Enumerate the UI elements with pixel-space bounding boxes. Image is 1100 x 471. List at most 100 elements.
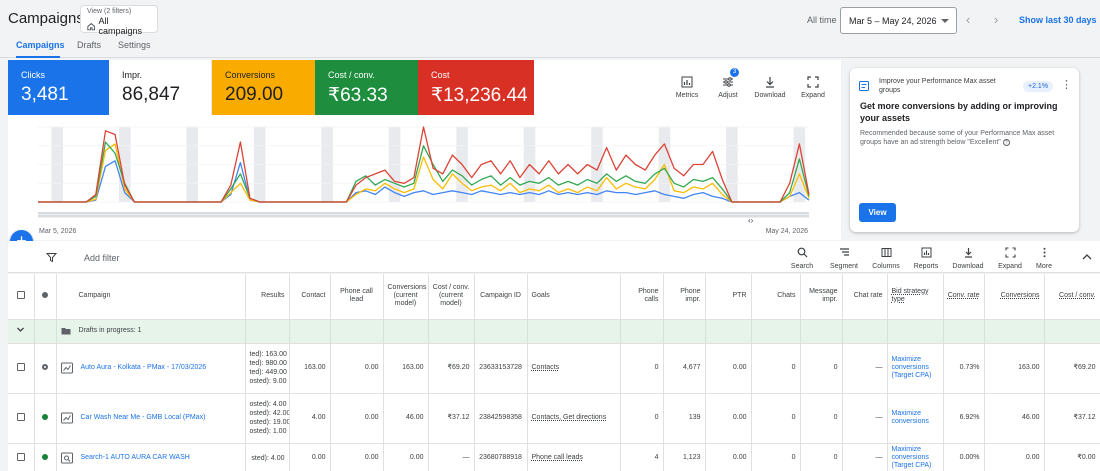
- campaign-link[interactable]: Auto Aura - Kolkata - PMax - 17/03/2026: [80, 364, 207, 371]
- header-goals[interactable]: Goals: [527, 274, 621, 320]
- header-bid-strategy[interactable]: Bid strategy type: [887, 274, 944, 320]
- folder-icon: [61, 328, 70, 335]
- header-ptr[interactable]: PTR: [705, 274, 752, 320]
- cost-conv-current-cell: —: [428, 443, 475, 471]
- home-icon: [87, 22, 96, 30]
- kpi-clicks[interactable]: Clicks 3,481: [8, 60, 109, 115]
- kpi-impressions[interactable]: Impr. 86,847: [109, 60, 212, 115]
- checkbox-icon[interactable]: [16, 412, 25, 421]
- bid-strategy-cell: Maximize conversions (Target CPA): [887, 343, 944, 394]
- result-line: ted): 449.00: [249, 369, 287, 376]
- table-expand-label: Expand: [998, 263, 1022, 270]
- search-button[interactable]: Search: [780, 247, 824, 270]
- add-filter-button[interactable]: Add filter: [84, 253, 120, 263]
- header-campaign-id[interactable]: Campaign ID: [474, 274, 528, 320]
- reports-button[interactable]: Reports: [904, 247, 948, 270]
- header-contact[interactable]: Contact: [289, 274, 331, 320]
- row-status-cell[interactable]: [34, 343, 57, 394]
- chevron-down-icon[interactable]: [16, 325, 25, 334]
- table-download-button[interactable]: Download: [946, 247, 990, 270]
- bid-strategy-link[interactable]: Maximize conversions (Target CPA): [891, 446, 932, 469]
- date-range-value: Mar 5 – May 24, 2026: [849, 16, 937, 26]
- header-cost-conv[interactable]: Cost / conv.: [1044, 274, 1100, 320]
- expand-cell[interactable]: [8, 319, 35, 344]
- header-phone-calls[interactable]: Phone calls: [620, 274, 664, 320]
- chart-expand-button[interactable]: Expand: [793, 76, 833, 99]
- segment-button[interactable]: Segment: [822, 247, 866, 270]
- header-results[interactable]: Results: [245, 274, 290, 320]
- campaign-link[interactable]: Search-1 AUTO AURA CAR WASH: [80, 454, 190, 461]
- expand-icon: [807, 76, 819, 88]
- chats-cell: 0: [751, 343, 801, 394]
- message-impr-cell: 0: [800, 393, 843, 444]
- more-button[interactable]: More: [1022, 247, 1066, 270]
- chevron-right-icon[interactable]: ›: [994, 12, 999, 27]
- table-expand-button[interactable]: Expand: [988, 247, 1032, 270]
- checkbox-icon[interactable]: [16, 362, 25, 371]
- result-line: osted): 19.00: [249, 419, 289, 426]
- checkbox-icon[interactable]: [16, 290, 25, 299]
- more-vert-icon[interactable]: ⋮: [1061, 79, 1072, 91]
- header-chat-rate[interactable]: Chat rate: [842, 274, 888, 320]
- tab-settings[interactable]: Settings: [118, 40, 151, 50]
- header-phone-call-lead[interactable]: Phone call lead: [330, 274, 384, 320]
- table-row[interactable]: Car Wash Near Me - GMB Local (PMax) oste…: [8, 393, 1100, 444]
- header-conv-rate[interactable]: Conv. rate: [943, 274, 985, 320]
- goals-link[interactable]: Contacts, Get directions: [531, 414, 607, 421]
- table-row[interactable]: Auto Aura - Kolkata - PMax - 17/03/2026 …: [8, 343, 1100, 394]
- chart-download-button[interactable]: Download: [750, 76, 790, 99]
- goals-link[interactable]: Contacts: [531, 364, 560, 371]
- chart-range-handle-icon[interactable]: ‹›: [748, 216, 754, 225]
- bid-strategy-link[interactable]: Maximize conversions (Target CPA): [891, 356, 932, 379]
- help-icon[interactable]: ?: [1002, 139, 1010, 146]
- checkbox-icon[interactable]: [16, 452, 25, 461]
- header-select-all[interactable]: [8, 274, 35, 320]
- row-status-cell[interactable]: [34, 393, 57, 444]
- recommendation-view-button[interactable]: View: [859, 203, 896, 222]
- tab-campaigns[interactable]: Campaigns: [16, 40, 65, 50]
- adjust-badge: 3: [730, 68, 739, 77]
- goals-cell: Contacts, Get directions: [527, 393, 621, 444]
- header-chats[interactable]: Chats: [751, 274, 801, 320]
- search-icon: [797, 247, 807, 258]
- metrics-button[interactable]: Metrics: [667, 76, 707, 99]
- message-impr-cell: 0: [800, 443, 843, 471]
- adjust-button[interactable]: 3 Adjust: [708, 68, 748, 99]
- x-axis-start-label: Mar 5, 2026: [39, 228, 76, 235]
- chevron-up-icon[interactable]: [1080, 250, 1094, 264]
- row-status-cell[interactable]: [34, 443, 57, 471]
- table-row[interactable]: Search-1 AUTO AURA CAR WASH sted): 4.00 …: [8, 443, 1100, 471]
- header-phone-impr[interactable]: Phone impr.: [663, 274, 706, 320]
- row-select-cell[interactable]: [8, 393, 35, 444]
- goals-link[interactable]: Phone call leads: [531, 454, 583, 461]
- view-selector[interactable]: View (2 filters) All campaigns: [80, 5, 158, 36]
- columns-icon: [881, 248, 891, 257]
- x-axis-end-label: May 24, 2026: [766, 228, 809, 235]
- row-select-cell[interactable]: [8, 343, 35, 394]
- filter-icon[interactable]: [46, 252, 57, 263]
- show-last-30-days-link[interactable]: Show last 30 days: [1019, 15, 1097, 25]
- table-header-row: Campaign Results Contact Phone call lead…: [8, 274, 1100, 320]
- tab-drafts[interactable]: Drafts: [77, 40, 102, 50]
- header-cost-conv-label: Cost / conv.: [1059, 292, 1096, 300]
- columns-button[interactable]: Columns: [864, 247, 908, 270]
- drafts-in-progress-row[interactable]: Drafts in progress: 1: [8, 319, 1100, 344]
- kpi-cost[interactable]: Cost ₹13,236.44: [418, 60, 534, 115]
- view-name-label: All campaigns: [98, 16, 142, 36]
- enabled-status-icon: [42, 413, 48, 420]
- header-conversions-current[interactable]: Conversions (current model): [383, 274, 429, 320]
- bid-strategy-link[interactable]: Maximize conversions: [891, 410, 929, 425]
- row-select-cell[interactable]: [8, 443, 35, 471]
- header-campaign[interactable]: Campaign: [56, 274, 246, 320]
- header-cost-conv-current[interactable]: Cost / conv. (current model): [428, 274, 475, 320]
- date-range-picker[interactable]: Mar 5 – May 24, 2026: [840, 7, 957, 34]
- header-status[interactable]: [34, 274, 57, 320]
- campaign-cell-content: Auto Aura - Kolkata - PMax - 17/03/2026: [60, 362, 241, 374]
- campaign-link[interactable]: Car Wash Near Me - GMB Local (PMax): [80, 414, 206, 421]
- kpi-conversions[interactable]: Conversions 209.00: [212, 60, 315, 115]
- kpi-cost-per-conversion[interactable]: Cost / conv. ₹63.33: [315, 60, 418, 115]
- header-conversions[interactable]: Conversions: [984, 274, 1045, 320]
- header-message-impr[interactable]: Message impr.: [800, 274, 843, 320]
- chevron-left-icon[interactable]: ‹: [966, 12, 971, 27]
- drafts-label: Drafts in progress: 1: [61, 326, 241, 336]
